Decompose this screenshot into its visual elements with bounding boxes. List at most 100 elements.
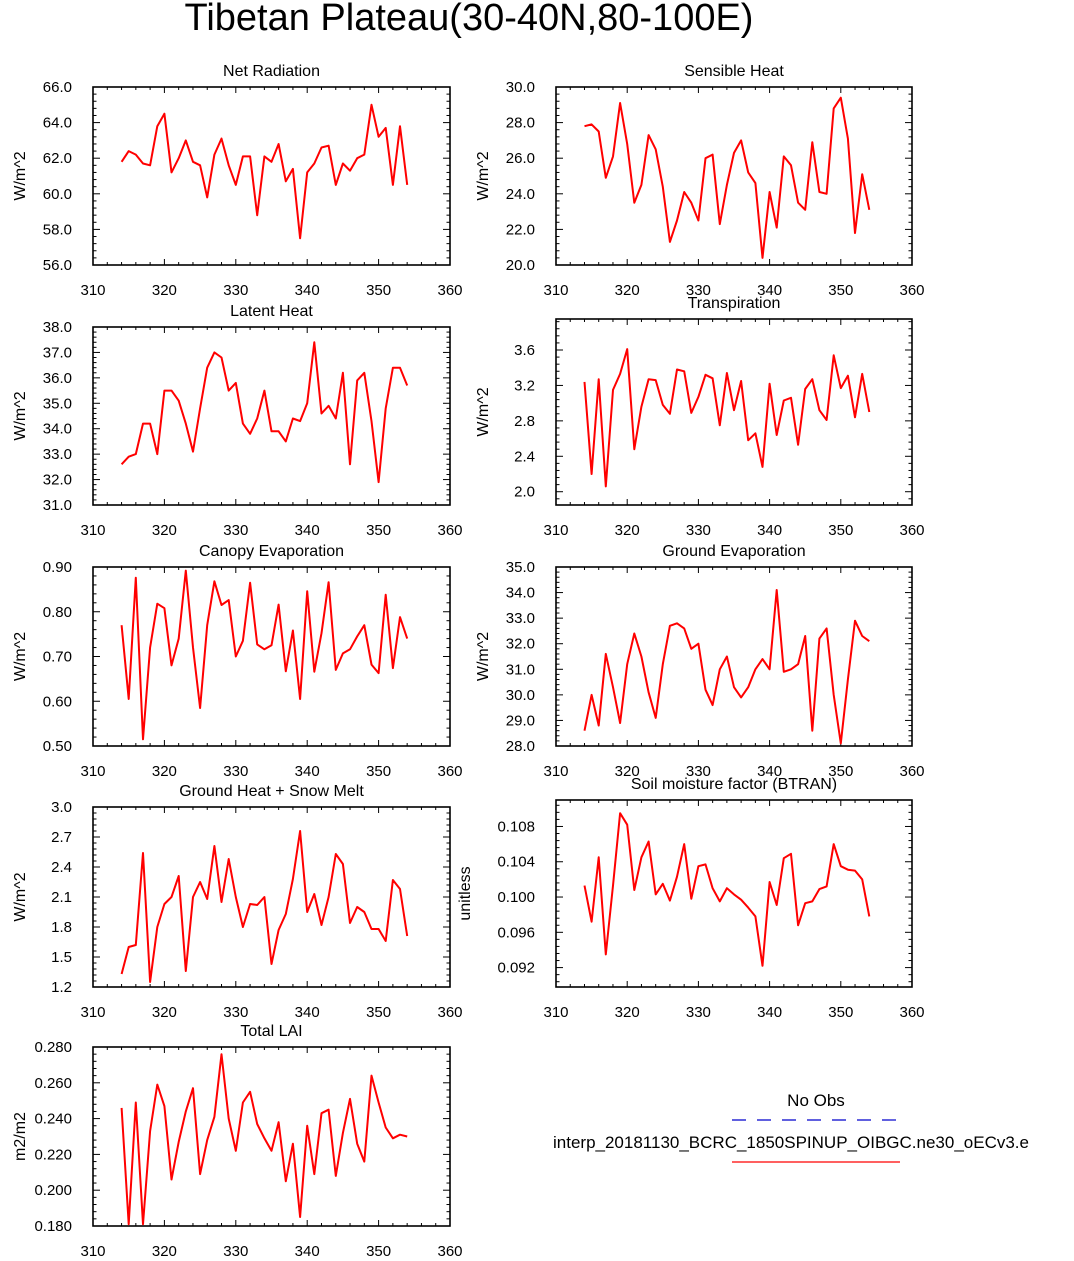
panel-title: Ground Heat + Snow Melt: [179, 783, 364, 800]
y-tick-label: 0.70: [43, 649, 72, 666]
x-tick-label: 330: [223, 1243, 248, 1260]
x-tick-label: 320: [615, 522, 640, 539]
y-tick-label: 2.8: [514, 413, 535, 430]
y-tick-label: 28.0: [506, 738, 535, 755]
x-tick-label: 340: [757, 1004, 782, 1021]
x-tick-label: 360: [437, 763, 462, 780]
y-tick-label: 0.100: [497, 889, 535, 906]
x-tick-label: 360: [899, 282, 924, 299]
x-tick-label: 330: [686, 763, 711, 780]
x-tick-label: 310: [543, 763, 568, 780]
x-tick-label: 350: [828, 522, 853, 539]
plot-frame: [92, 1046, 451, 1227]
x-tick-label: 340: [295, 522, 320, 539]
y-tick-label: 3.0: [51, 799, 72, 816]
y-tick-label: 0.092: [497, 960, 535, 977]
y-tick-label: 35.0: [506, 559, 535, 576]
x-tick-label: 350: [366, 522, 391, 539]
x-tick-label: 350: [828, 1004, 853, 1021]
y-tick-label: 2.4: [51, 859, 72, 876]
y-tick-label: 0.90: [43, 559, 72, 576]
y-tick-label: 34.0: [43, 421, 72, 438]
x-tick-label: 310: [543, 282, 568, 299]
x-tick-label: 320: [152, 1243, 177, 1260]
legend-obs-label: No Obs: [787, 1091, 845, 1110]
y-tick-label: 58.0: [43, 221, 72, 238]
y-tick-label: 0.220: [34, 1146, 72, 1163]
y-tick-label: 66.0: [43, 79, 72, 96]
x-tick-label: 350: [366, 1243, 391, 1260]
x-tick-label: 350: [366, 763, 391, 780]
x-tick-label: 360: [437, 282, 462, 299]
x-tick-label: 360: [437, 522, 462, 539]
y-tick-label: 0.280: [34, 1039, 72, 1056]
panel-title: Ground Evaporation: [662, 543, 805, 560]
panel-total-lai: 310 320 330 340 350 360 0.180 0.200 0.220 0.240 0.…: [12, 1023, 463, 1260]
x-tick-label: 310: [80, 522, 105, 539]
y-tick-label: 2.1: [51, 889, 72, 906]
y-tick-label: 0.240: [34, 1111, 72, 1128]
y-tick-label: 22.0: [506, 221, 535, 238]
plot-frame: [92, 326, 451, 506]
panel-title: Latent Heat: [230, 303, 313, 320]
panel-title: Soil moisture factor (BTRAN): [631, 776, 837, 793]
y-tick-label: 0.200: [34, 1182, 72, 1199]
y-tick-label: 32.0: [43, 472, 72, 489]
y-tick-label: 0.180: [34, 1218, 72, 1235]
x-tick-label: 310: [543, 522, 568, 539]
y-tick-label: 62.0: [43, 150, 72, 167]
x-tick-label: 330: [223, 763, 248, 780]
y-tick-label: 0.104: [497, 854, 535, 871]
y-tick-label: 0.260: [34, 1075, 72, 1092]
panel-net-radiation: 310 320 330 340 350 360 56.0 58.0 60.0 62.0 64.0 66…: [12, 63, 463, 299]
x-tick-label: 320: [152, 1004, 177, 1021]
y-tick-label: 0.50: [43, 738, 72, 755]
y-tick-label: 24.0: [506, 186, 535, 203]
panel-sensible-heat: 310 320 330 340 350 360 20.0 22.0 24.0 26.0 28.0 30…: [475, 63, 925, 299]
y-tick-label: 37.0: [43, 344, 72, 361]
x-tick-label: 330: [686, 522, 711, 539]
y-axis-label: W/m^2: [12, 872, 29, 921]
y-tick-label: 38.0: [43, 319, 72, 336]
y-tick-label: 31.0: [43, 497, 72, 514]
y-tick-label: 30.0: [506, 79, 535, 96]
x-tick-label: 330: [223, 1004, 248, 1021]
x-tick-label: 340: [295, 282, 320, 299]
y-tick-label: 32.0: [506, 636, 535, 653]
y-tick-label: 1.2: [51, 979, 72, 996]
y-tick-label: 0.108: [497, 818, 535, 835]
panel-canopy-evaporation: 310 320 330 340 350 360 0.50 0.60 0.70 0.80 0.90 Ca…: [12, 543, 463, 780]
y-tick-label: 0.80: [43, 604, 72, 621]
y-axis-label: m2/m2: [12, 1112, 29, 1161]
y-tick-label: 0.096: [497, 924, 535, 941]
x-tick-label: 320: [152, 763, 177, 780]
x-tick-label: 360: [899, 1004, 924, 1021]
series-line-model: [120, 569, 409, 741]
y-tick-label: 33.0: [506, 610, 535, 627]
y-tick-label: 36.0: [43, 370, 72, 387]
legend-model-label: interp_20181130_BCRC_1850SPINUP_OIBGC.ne…: [553, 1133, 1029, 1152]
x-tick-label: 320: [152, 522, 177, 539]
y-tick-label: 34.0: [506, 585, 535, 602]
y-tick-label: 33.0: [43, 446, 72, 463]
y-axis-label: W/m^2: [475, 632, 492, 681]
plot-frame: [555, 318, 913, 506]
y-axis-label: unitless: [457, 866, 474, 920]
x-tick-label: 350: [828, 282, 853, 299]
y-tick-label: 3.2: [514, 377, 535, 394]
series-line-model: [120, 103, 409, 240]
x-tick-label: 340: [295, 1004, 320, 1021]
x-tick-label: 310: [543, 1004, 568, 1021]
x-tick-label: 340: [295, 1243, 320, 1260]
x-tick-label: 330: [223, 522, 248, 539]
y-tick-label: 20.0: [506, 257, 535, 274]
panel-ground-heat-snow-melt: 310 320 330 340 350 360 1.2 1.5 1.8 2.1 2.4 2.7 3.0 G…: [12, 783, 463, 1021]
y-tick-label: 56.0: [43, 257, 72, 274]
y-axis-label: W/m^2: [475, 151, 492, 200]
y-tick-label: 30.0: [506, 687, 535, 704]
y-tick-label: 1.8: [51, 919, 72, 936]
series-line-model: [120, 341, 409, 484]
y-axis-label: W/m^2: [12, 632, 29, 681]
x-tick-label: 330: [223, 282, 248, 299]
y-axis-label: W/m^2: [475, 387, 492, 436]
